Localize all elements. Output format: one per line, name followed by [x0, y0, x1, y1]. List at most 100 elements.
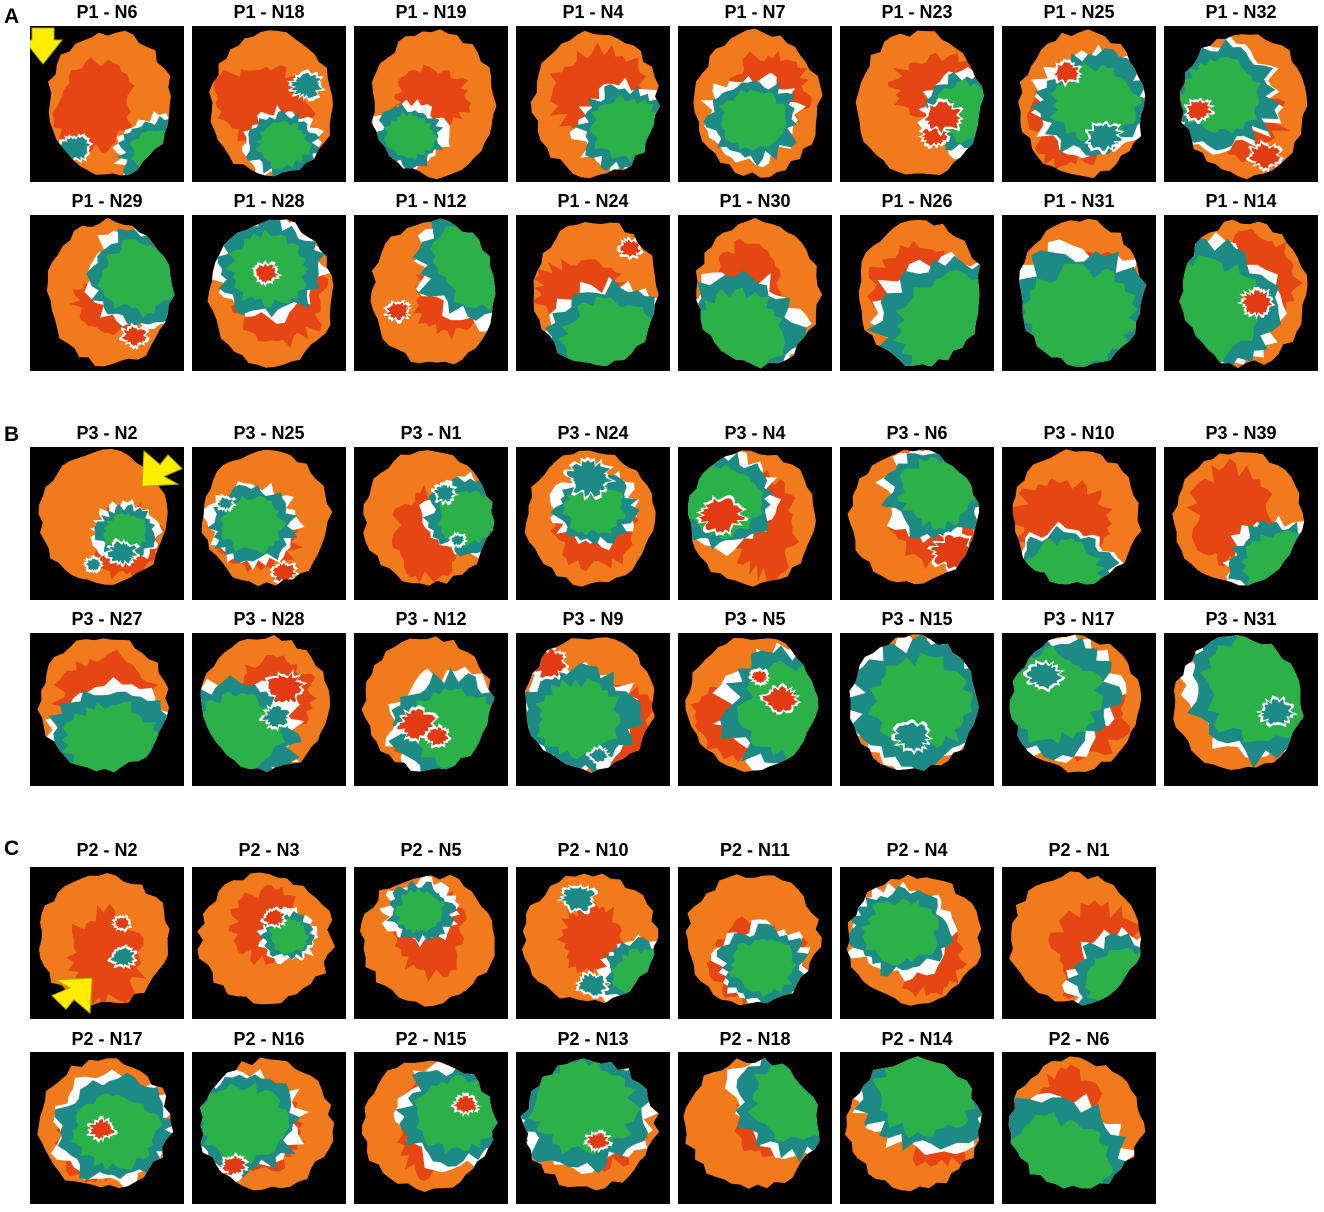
activation-map	[30, 215, 184, 371]
tile-label: P3 - N12	[395, 609, 467, 629]
tile-label: P2 - N2	[76, 840, 138, 860]
tile-label: P1 - N12	[395, 191, 467, 211]
tile-label: P3 - N24	[557, 423, 629, 443]
activation-map	[192, 215, 346, 371]
activation-map	[354, 447, 508, 600]
activation-map	[354, 26, 508, 182]
activation-map-tile: P3 - N10	[1002, 423, 1156, 600]
activation-map	[192, 26, 346, 182]
activation-map-tile: P1 - N29	[30, 191, 184, 371]
tile-label: P3 - N1	[400, 423, 462, 443]
activation-map	[516, 633, 670, 786]
activation-map-tile: P3 - N9	[516, 609, 670, 786]
activation-map	[1164, 447, 1318, 600]
activation-map	[192, 1052, 346, 1204]
activation-map	[1002, 215, 1156, 371]
activation-map-tile: P3 - N25	[192, 423, 346, 600]
activation-map	[1002, 867, 1156, 1019]
activation-map	[678, 447, 832, 600]
activation-map	[30, 26, 184, 182]
activation-map-tile: P1 - N25	[1002, 2, 1156, 182]
activation-map-tile: P1 - N31	[1002, 191, 1156, 371]
tile-label: P2 - N1	[1048, 840, 1110, 860]
tile-label: P2 - N16	[233, 1029, 305, 1049]
activation-map	[840, 867, 994, 1019]
activation-map-tile: P3 - N2	[30, 423, 184, 600]
tile-label: P1 - N32	[1205, 2, 1277, 22]
activation-map	[1002, 633, 1156, 786]
activation-map-tile: P3 - N15	[840, 609, 994, 786]
activation-map-tile: P2 - N5	[354, 840, 508, 1019]
tile-label: P1 - N4	[562, 2, 624, 22]
activation-map-tile: P1 - N4	[516, 2, 670, 182]
activation-map	[516, 26, 670, 182]
activation-map	[30, 867, 184, 1019]
activation-map-tile: P2 - N18	[678, 1029, 832, 1204]
activation-map-tile: P2 - N2	[30, 840, 184, 1019]
tile-label: P3 - N31	[1205, 609, 1277, 629]
tile-label: P1 - N14	[1205, 191, 1277, 211]
activation-map	[840, 633, 994, 786]
activation-map-tile: P2 - N11	[678, 840, 832, 1019]
yellow-arrow-icon	[51, 977, 93, 1015]
activation-map-tile: P1 - N24	[516, 191, 670, 371]
activation-map	[678, 215, 832, 371]
activation-map	[840, 1052, 994, 1204]
yellow-arrow-icon	[30, 27, 64, 65]
tile-label: P1 - N24	[557, 191, 629, 211]
activation-map	[192, 447, 346, 600]
activation-map-tile: P1 - N30	[678, 191, 832, 371]
tile-label: P2 - N6	[1048, 1029, 1110, 1049]
tile-label: P1 - N6	[76, 2, 138, 22]
activation-map	[354, 1052, 508, 1204]
activation-map	[1164, 26, 1318, 182]
tile-label: P3 - N10	[1043, 423, 1115, 443]
activation-map	[516, 1052, 670, 1204]
panel-letter-a: A	[4, 5, 20, 28]
tile-label: P1 - N29	[71, 191, 143, 211]
yellow-arrow-icon	[141, 449, 183, 487]
activation-map-tile: P1 - N7	[678, 2, 832, 182]
activation-map-tile: P2 - N3	[192, 840, 346, 1019]
activation-map-tile: P3 - N17	[1002, 609, 1156, 786]
activation-map-tile: P2 - N17	[30, 1029, 184, 1204]
tile-label: P2 - N14	[881, 1029, 953, 1049]
activation-map	[30, 1052, 184, 1204]
tile-label: P2 - N10	[557, 840, 629, 860]
activation-map-tile: P3 - N28	[192, 609, 346, 786]
activation-map-tile: P2 - N10	[516, 840, 670, 1019]
activation-map	[354, 633, 508, 786]
tile-label: P3 - N27	[71, 609, 143, 629]
panel-letter-b: B	[4, 423, 20, 446]
activation-map-tile: P2 - N1	[1002, 840, 1156, 1019]
activation-map-tile: P1 - N14	[1164, 191, 1318, 371]
activation-map-tile: P3 - N4	[678, 423, 832, 600]
activation-map-tile: P1 - N28	[192, 191, 346, 371]
activation-map	[840, 215, 994, 371]
tile-label: P1 - N25	[1043, 2, 1115, 22]
activation-map-tile: P1 - N32	[1164, 2, 1318, 182]
activation-map-tile: P3 - N31	[1164, 609, 1318, 786]
activation-map-tile: P1 - N26	[840, 191, 994, 371]
activation-map	[516, 867, 670, 1019]
tile-label: P1 - N18	[233, 2, 305, 22]
activation-map	[30, 633, 184, 786]
panel-letter-c: C	[4, 837, 20, 860]
activation-map-tile: P3 - N1	[354, 423, 508, 600]
activation-map	[192, 633, 346, 786]
activation-map-tile: P2 - N4	[840, 840, 994, 1019]
tile-label: P2 - N5	[400, 840, 462, 860]
activation-map-tile: P3 - N5	[678, 609, 832, 786]
activation-map	[678, 1052, 832, 1204]
tile-label: P3 - N9	[562, 609, 624, 629]
tile-label: P1 - N23	[881, 2, 953, 22]
activation-map-tile: P3 - N27	[30, 609, 184, 786]
activation-map-tile: P3 - N24	[516, 423, 670, 600]
activation-map	[1164, 633, 1318, 786]
activation-map	[1002, 447, 1156, 600]
activation-map-tile: P1 - N6	[30, 2, 184, 182]
activation-map	[192, 867, 346, 1019]
tile-label: P1 - N28	[233, 191, 305, 211]
activation-map-tile: P1 - N23	[840, 2, 994, 182]
